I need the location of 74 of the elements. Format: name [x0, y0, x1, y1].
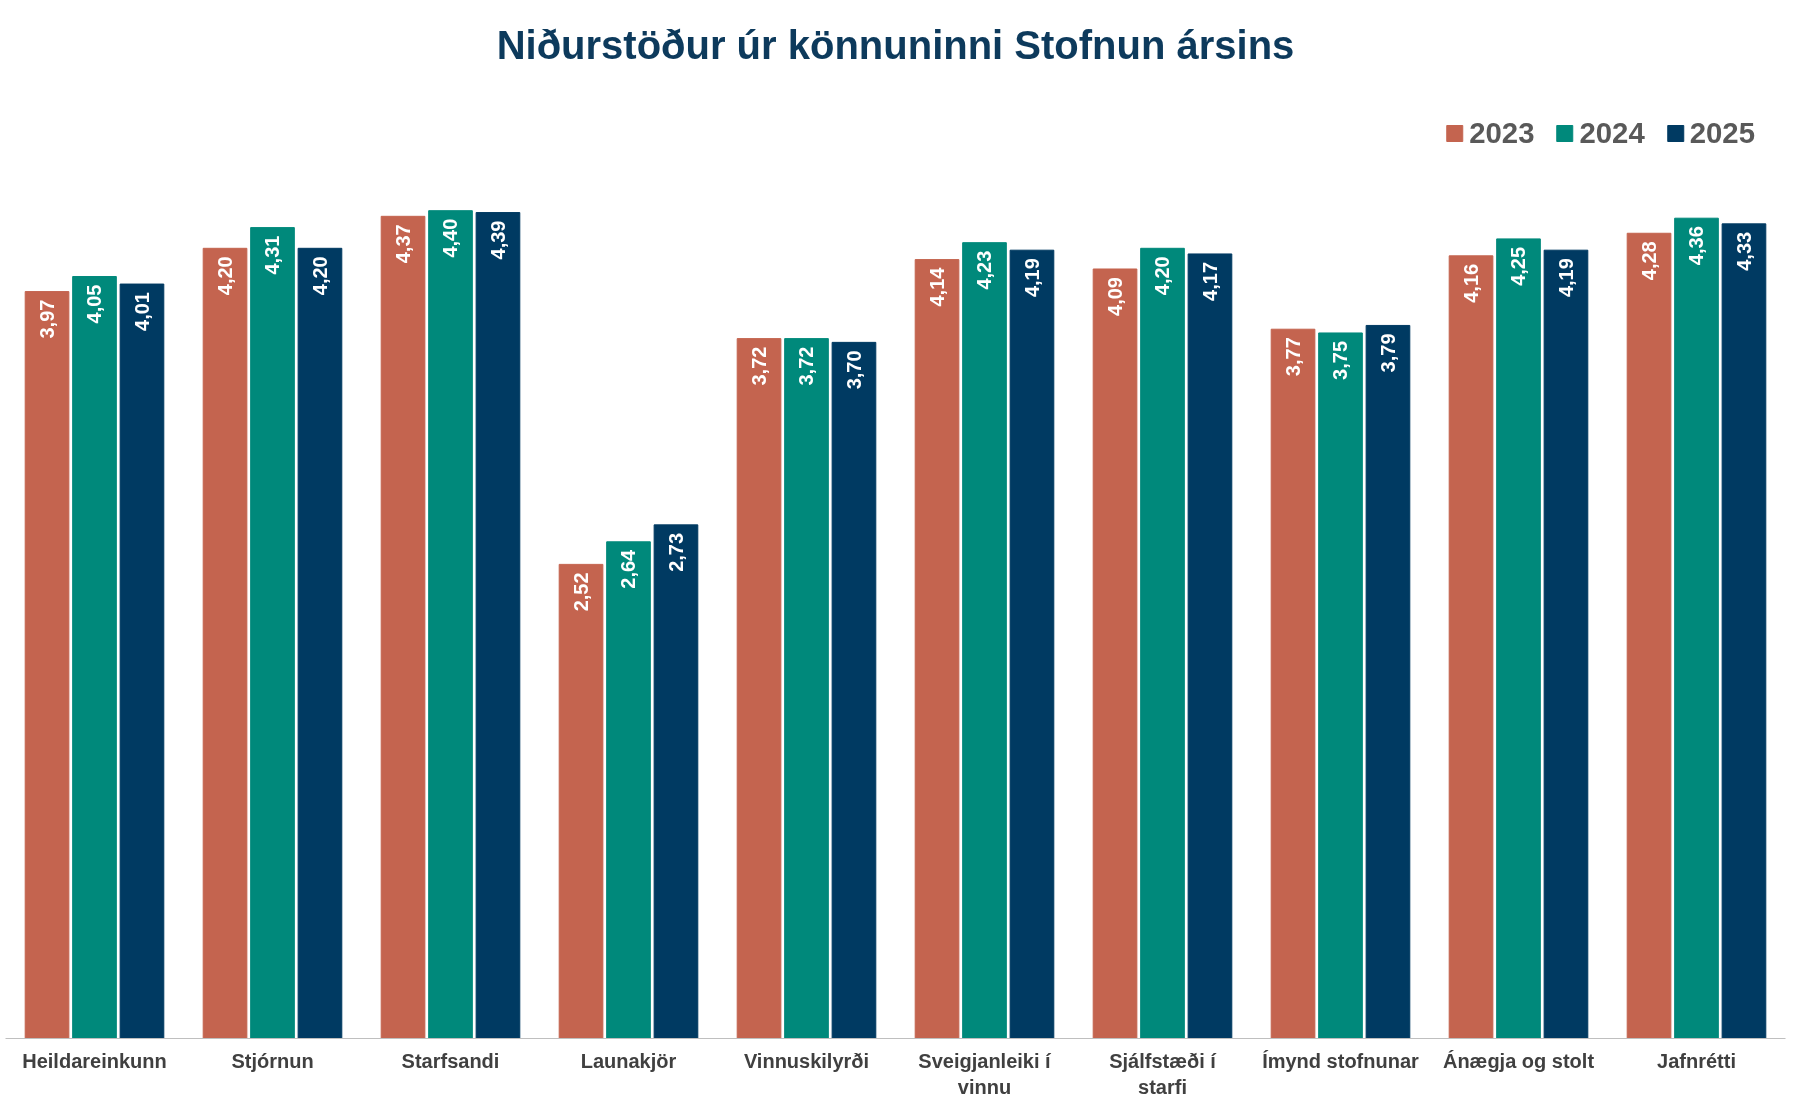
x-tick-label: Stjórnun: [231, 1049, 314, 1072]
data-label: 4,28: [1638, 241, 1661, 281]
bar: [1140, 247, 1185, 1039]
data-label: 4,09: [1104, 276, 1127, 316]
bar: [1365, 324, 1411, 1039]
data-label: 4,36: [1685, 226, 1708, 266]
legend-label: 2024: [1579, 116, 1645, 150]
data-label: 4,14: [926, 266, 949, 307]
data-label: 4,20: [308, 256, 331, 296]
data-label: 2,73: [664, 532, 687, 572]
data-label: 4,31: [261, 235, 284, 275]
bar: [119, 283, 165, 1039]
data-label: 3,72: [748, 346, 771, 386]
data-label: 4,19: [1554, 258, 1577, 298]
bar: [1270, 328, 1316, 1039]
bar: [1448, 255, 1494, 1039]
bar: [380, 215, 426, 1039]
x-tick-label: Sjálfstæði í starfi: [1109, 1049, 1218, 1098]
data-label: 4,20: [1151, 256, 1174, 296]
data-label: 4,20: [214, 256, 237, 296]
x-tick-label: Ánægja og stolt: [1442, 1049, 1595, 1072]
bar: [1092, 268, 1138, 1039]
data-label: 4,05: [83, 284, 106, 324]
data-label: 4,19: [1020, 258, 1043, 298]
legend-label: 2023: [1469, 116, 1535, 150]
bar: [250, 227, 295, 1039]
chart-title: Niðurstöður úr könnuninni Stofnun ársins: [496, 22, 1295, 67]
data-label: 4,17: [1198, 261, 1221, 301]
data-label: 4,33: [1732, 231, 1755, 271]
data-label: 4,40: [439, 218, 462, 258]
bar: [1187, 253, 1233, 1039]
bar: [297, 247, 343, 1039]
data-label: 3,72: [795, 346, 818, 386]
x-tick-label: Sveigjanleiki í vinnu: [918, 1049, 1053, 1098]
data-label: 4,23: [973, 250, 996, 290]
data-label: 3,77: [1282, 337, 1305, 377]
bar: [1721, 223, 1767, 1039]
data-label: 3,79: [1376, 333, 1399, 373]
bar: [1626, 232, 1672, 1039]
x-tick-label: Jafnrétti: [1657, 1049, 1736, 1072]
data-label: 4,01: [130, 292, 153, 331]
x-tick-label: Heildareinkunn: [22, 1049, 167, 1072]
data-label: 2,64: [617, 548, 640, 589]
x-tick-label: Starfsandi: [401, 1049, 500, 1072]
data-label: 2,52: [570, 572, 593, 612]
bar: [475, 212, 521, 1039]
bar: [1674, 217, 1719, 1039]
bar: [72, 276, 117, 1039]
bar: [606, 541, 651, 1039]
x-tick-label: Ímynd stofnunar: [1262, 1049, 1420, 1072]
bar: [558, 563, 604, 1039]
bar: [428, 210, 473, 1039]
bar: [202, 247, 248, 1039]
bar: [962, 242, 1007, 1039]
bar: [653, 524, 699, 1039]
bar: [831, 341, 877, 1039]
data-label: 4,25: [1507, 246, 1530, 286]
bar: [1318, 332, 1363, 1039]
data-label: 3,97: [36, 299, 59, 339]
bar: [1009, 249, 1055, 1039]
bar: [784, 338, 829, 1039]
bar: [1496, 238, 1541, 1039]
data-label: 3,70: [842, 350, 865, 390]
legend-label: 2025: [1689, 116, 1755, 150]
data-label: 4,16: [1460, 263, 1483, 303]
bar: [1543, 249, 1589, 1039]
x-tick-label: Launakjör: [580, 1049, 677, 1072]
x-tick-label: Vinnuskilyrði: [743, 1049, 870, 1072]
data-label: 4,37: [392, 224, 415, 264]
data-label: 3,75: [1329, 340, 1352, 380]
bar: [24, 291, 70, 1039]
bar: [914, 259, 960, 1039]
data-label: 4,39: [486, 220, 509, 260]
bar: [736, 338, 782, 1039]
